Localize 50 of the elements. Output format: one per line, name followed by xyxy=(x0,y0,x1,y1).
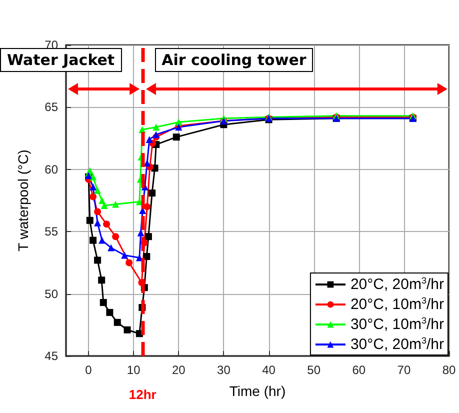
point xyxy=(143,252,150,260)
point xyxy=(98,276,106,284)
y-tick-label: 45 xyxy=(44,349,58,363)
y-tick-label: 60 xyxy=(44,162,58,176)
x-tick-label: 80 xyxy=(442,363,456,377)
point xyxy=(90,236,97,244)
point xyxy=(124,326,131,334)
x-tick-label: 70 xyxy=(397,363,411,377)
point xyxy=(152,124,160,131)
point xyxy=(144,233,152,240)
point xyxy=(94,187,102,194)
annotation: Water Jacket xyxy=(0,48,122,72)
point xyxy=(137,229,144,236)
point xyxy=(94,219,102,226)
point xyxy=(152,131,160,138)
point xyxy=(112,233,120,240)
point xyxy=(146,136,153,144)
point xyxy=(94,256,102,264)
annotation: Air cooling tower xyxy=(154,48,314,72)
point xyxy=(86,216,94,224)
point xyxy=(114,318,121,326)
x-tick-label: 40 xyxy=(262,363,276,377)
point xyxy=(98,236,106,244)
y-axis-title: T waterpool (°C) xyxy=(15,150,31,252)
point xyxy=(108,244,115,252)
y-tick-label: 65 xyxy=(44,100,58,114)
point xyxy=(90,173,97,180)
point xyxy=(172,134,180,141)
x-tick-label: 50 xyxy=(307,363,321,377)
ref-line-label: 12hr xyxy=(128,387,156,402)
point xyxy=(121,252,128,259)
x-tick-label: 10 xyxy=(126,363,141,377)
x-tick-label: 60 xyxy=(352,363,366,377)
point xyxy=(100,202,108,209)
y-tick-label: 55 xyxy=(44,224,58,239)
point xyxy=(100,299,107,306)
x-tick-label: 30 xyxy=(217,363,231,377)
x-tick-label: 0 xyxy=(85,363,92,377)
point xyxy=(98,197,106,204)
point xyxy=(126,259,133,266)
x-tick-label: 20 xyxy=(172,363,186,377)
x-axis-title: Time (hr) xyxy=(229,383,286,399)
point xyxy=(90,193,97,200)
y-tick-label: 50 xyxy=(44,286,58,301)
point xyxy=(148,190,156,197)
point xyxy=(106,308,114,316)
point xyxy=(112,200,120,208)
point xyxy=(90,183,97,190)
point xyxy=(103,220,110,228)
point xyxy=(94,208,102,216)
